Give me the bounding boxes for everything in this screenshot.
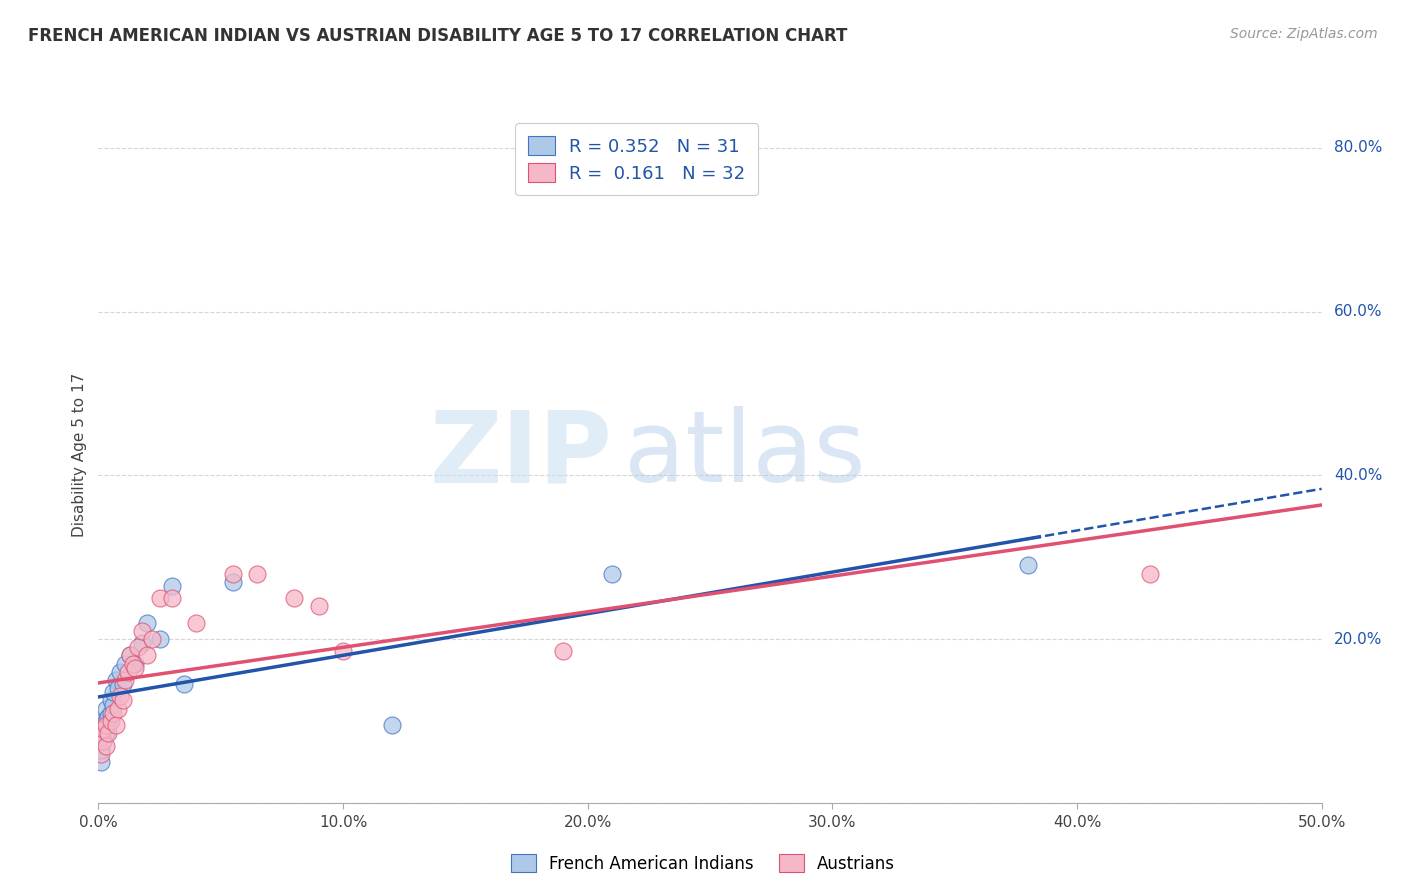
Point bbox=[124, 661, 146, 675]
Point bbox=[222, 566, 245, 581]
Text: 80.0%: 80.0% bbox=[1334, 140, 1382, 155]
Point bbox=[94, 739, 117, 753]
Point bbox=[173, 677, 195, 691]
Point bbox=[131, 624, 153, 638]
Point bbox=[117, 665, 139, 679]
Point bbox=[121, 657, 143, 671]
Point bbox=[104, 673, 127, 687]
Point bbox=[107, 681, 129, 696]
Point bbox=[111, 677, 134, 691]
Point bbox=[91, 722, 114, 736]
Point bbox=[600, 566, 623, 581]
Point bbox=[107, 701, 129, 715]
Point bbox=[332, 644, 354, 658]
Legend: R = 0.352   N = 31, R =  0.161   N = 32: R = 0.352 N = 31, R = 0.161 N = 32 bbox=[515, 123, 758, 195]
Point bbox=[90, 742, 112, 756]
Text: 40.0%: 40.0% bbox=[1334, 468, 1382, 483]
Point bbox=[308, 599, 330, 614]
Point bbox=[149, 591, 172, 606]
Point bbox=[94, 714, 117, 728]
Point bbox=[149, 632, 172, 646]
Point bbox=[91, 714, 114, 728]
Text: 20.0%: 20.0% bbox=[1334, 632, 1382, 647]
Point bbox=[97, 726, 120, 740]
Point bbox=[1139, 566, 1161, 581]
Point bbox=[90, 731, 112, 745]
Legend: French American Indians, Austrians: French American Indians, Austrians bbox=[505, 847, 901, 880]
Point bbox=[94, 718, 117, 732]
Point bbox=[104, 718, 127, 732]
Point bbox=[101, 698, 124, 712]
Point bbox=[91, 734, 114, 748]
Point bbox=[101, 685, 124, 699]
Point bbox=[141, 632, 163, 646]
Text: ZIP: ZIP bbox=[429, 407, 612, 503]
Point bbox=[100, 706, 122, 720]
Text: 60.0%: 60.0% bbox=[1334, 304, 1382, 319]
Point bbox=[1017, 558, 1039, 573]
Point bbox=[131, 636, 153, 650]
Point bbox=[91, 734, 114, 748]
Point bbox=[381, 718, 404, 732]
Point bbox=[97, 718, 120, 732]
Point bbox=[283, 591, 305, 606]
Point bbox=[101, 706, 124, 720]
Point bbox=[94, 726, 117, 740]
Point bbox=[246, 566, 269, 581]
Point bbox=[120, 648, 142, 663]
Point bbox=[90, 731, 112, 745]
Point bbox=[90, 747, 112, 761]
Point bbox=[127, 640, 149, 655]
Point bbox=[222, 574, 245, 589]
Point bbox=[136, 648, 159, 663]
Point bbox=[124, 657, 146, 671]
Text: atlas: atlas bbox=[624, 407, 866, 503]
Point bbox=[120, 648, 142, 663]
Point bbox=[90, 755, 112, 769]
Point bbox=[91, 722, 114, 736]
Point bbox=[160, 579, 183, 593]
Point bbox=[114, 673, 136, 687]
Point bbox=[100, 693, 122, 707]
Point bbox=[553, 644, 575, 658]
Point bbox=[110, 690, 132, 704]
Point bbox=[97, 710, 120, 724]
Point bbox=[160, 591, 183, 606]
Point bbox=[94, 701, 117, 715]
Point bbox=[114, 657, 136, 671]
Point bbox=[186, 615, 208, 630]
Text: FRENCH AMERICAN INDIAN VS AUSTRIAN DISABILITY AGE 5 TO 17 CORRELATION CHART: FRENCH AMERICAN INDIAN VS AUSTRIAN DISAB… bbox=[28, 27, 848, 45]
Y-axis label: Disability Age 5 to 17: Disability Age 5 to 17 bbox=[72, 373, 87, 537]
Point bbox=[111, 693, 134, 707]
Text: Source: ZipAtlas.com: Source: ZipAtlas.com bbox=[1230, 27, 1378, 41]
Point bbox=[100, 714, 122, 728]
Point bbox=[110, 665, 132, 679]
Point bbox=[136, 615, 159, 630]
